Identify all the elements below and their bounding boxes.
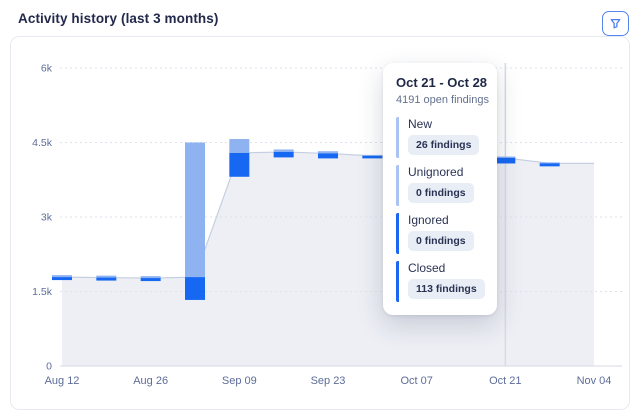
tooltip-date-range: Oct 21 - Oct 28 [396, 75, 488, 90]
x-axis-label-sep-23: Sep 23 [311, 375, 346, 387]
tooltip-item-badge: 26 findings [408, 135, 480, 155]
tooltip-item-badge: 0 findings [408, 231, 474, 251]
bar-closed-aug-12[interactable] [52, 277, 72, 281]
tooltip-item-label: Unignored [408, 165, 464, 179]
y-axis-label-3k: 3k [41, 212, 53, 224]
bar-closed-sep-02[interactable] [185, 277, 205, 300]
bar-new-sep-02[interactable] [185, 142, 205, 278]
bar-closed-sep-09[interactable] [229, 152, 250, 177]
bar-new-sep-30[interactable] [362, 154, 383, 156]
bar-new-sep-09[interactable] [229, 139, 250, 153]
tooltip-item-badge: 113 findings [408, 279, 485, 299]
bar-new-oct-21[interactable] [495, 156, 516, 158]
x-axis-label-oct-21: Oct 21 [489, 375, 521, 387]
tooltip-item-label: Ignored [408, 213, 449, 227]
bar-closed-aug-19[interactable] [96, 277, 117, 281]
bar-new-aug-12[interactable] [52, 275, 72, 278]
page-title: Activity history (last 3 months) [18, 11, 219, 26]
bar-closed-aug-26[interactable] [140, 278, 161, 282]
bar-closed-sep-16[interactable] [273, 151, 294, 158]
x-axis-label-aug-12: Aug 12 [45, 375, 80, 387]
bar-closed-sep-30[interactable] [362, 155, 383, 159]
tooltip-item-badge: 0 findings [408, 183, 474, 203]
bar-closed-oct-21[interactable] [495, 157, 516, 164]
filter-button[interactable] [602, 11, 629, 36]
x-axis-label-nov-04: Nov 04 [577, 375, 612, 387]
y-axis-label-6k: 6k [41, 63, 53, 75]
tooltip-open-findings: 4191 open findings [396, 94, 489, 106]
bar-new-aug-19[interactable] [96, 275, 117, 278]
x-axis-label-sep-09: Sep 09 [222, 375, 257, 387]
filter-funnel-icon [610, 18, 621, 29]
tooltip-item-unignored: Unignored 0 findings [396, 165, 486, 206]
bar-new-sep-16[interactable] [273, 149, 294, 152]
chart-tooltip: Oct 21 - Oct 28 4191 open findings New 2… [383, 63, 497, 315]
tooltip-item-closed: Closed 113 findings [396, 261, 486, 302]
open-findings-area [62, 151, 594, 366]
bar-new-sep-23[interactable] [318, 151, 338, 154]
tooltip-item-label: Closed [408, 261, 446, 275]
tooltip-item-new: New 26 findings [396, 117, 486, 158]
bar-new-oct-28[interactable] [539, 162, 560, 164]
bar-closed-sep-23[interactable] [318, 153, 338, 159]
y-axis-label-1.5k: 1.5k [32, 286, 53, 298]
y-axis-label-0: 0 [46, 361, 52, 373]
bar-new-aug-26[interactable] [140, 276, 161, 279]
x-axis-label-oct-07: Oct 07 [400, 375, 432, 387]
bar-closed-oct-28[interactable] [539, 163, 560, 167]
tooltip-item-label: New [408, 117, 433, 131]
x-axis-label-aug-26: Aug 26 [133, 375, 168, 387]
y-axis-label-4.5k: 4.5k [32, 137, 53, 149]
tooltip-item-ignored: Ignored 0 findings [396, 213, 486, 254]
